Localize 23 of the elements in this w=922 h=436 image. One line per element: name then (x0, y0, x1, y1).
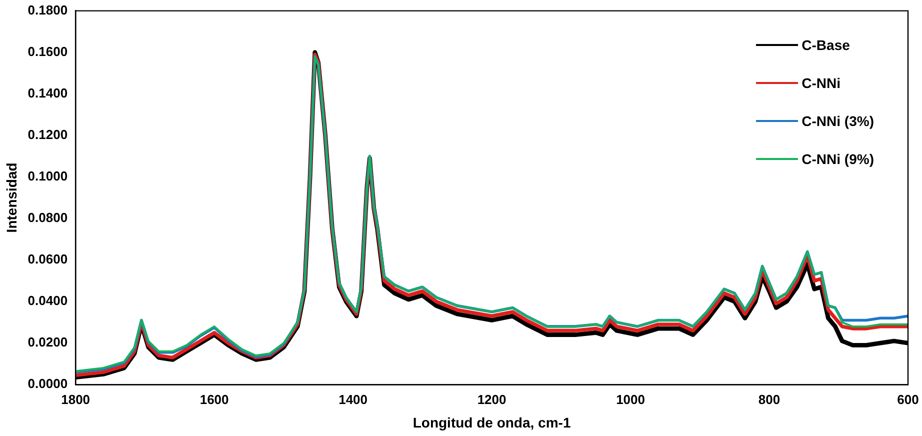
x-axis-title: Longitud de onda, cm-1 (412, 414, 571, 430)
x-tick-label: 600 (897, 392, 919, 407)
y-tick-label: 0.0200 (28, 334, 68, 350)
legend-label: C-NNi (9%) (802, 151, 874, 167)
x-tick-label: 1000 (616, 392, 645, 407)
y-tick-label: 0.0000 (28, 376, 68, 392)
x-tick-label: 1200 (477, 392, 506, 407)
y-tick-label: 0.1400 (28, 85, 68, 100)
y-axis-title: Intensidad (3, 162, 20, 233)
legend-label: C-NNi (802, 75, 841, 91)
legend-label: C-Base (802, 37, 850, 53)
legend-label: C-NNi (3%) (802, 113, 874, 129)
x-tick-label: 1400 (338, 392, 368, 407)
y-tick-label: 0.1200 (28, 126, 68, 142)
y-tick-label: 0.0800 (28, 210, 68, 226)
y-tick-label: 0.1000 (28, 168, 68, 184)
y-tick-label: 0.0400 (28, 293, 68, 308)
y-tick-label: 0.1600 (28, 44, 68, 59)
x-tick-label: 1800 (61, 392, 90, 407)
x-tick-label: 800 (758, 392, 780, 407)
y-tick-label: 0.1800 (28, 2, 68, 18)
x-tick-label: 1600 (200, 392, 229, 407)
y-tick-label: 0.0600 (28, 252, 68, 267)
